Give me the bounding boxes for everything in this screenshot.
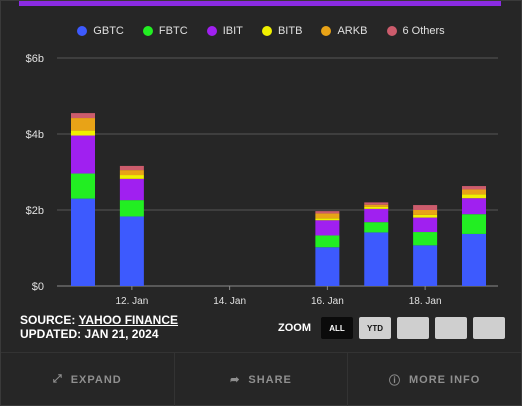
source-prefix: SOURCE: [20,313,79,327]
bar-segment [413,245,438,286]
bar-segment [462,233,486,286]
x-tick-label: 16. Jan [311,296,344,307]
bar-segment [71,130,95,136]
bar-segment [119,165,144,171]
legend-label: GBTC [93,25,124,37]
bar-segment [413,205,438,210]
bar-segment [462,198,486,215]
bar-segment [315,247,340,286]
bar-segment [71,173,95,199]
bar-segment [71,113,95,119]
bar-segment [119,170,144,176]
chart-meta: SOURCE: YAHOO FINANCE UPDATED: JAN 21, 2… [20,313,178,341]
bar-segment [71,198,95,286]
legend-item-fbtc[interactable]: FBTC [142,25,188,37]
y-tick-label: $4b [26,129,44,141]
bar-segment [364,208,389,223]
legend-item-bitb[interactable]: BITB [261,25,303,37]
zoom-range-button[interactable] [397,317,429,339]
zoom-label: ZOOM [278,322,311,334]
bar-segment [364,232,389,286]
legend-swatch [206,26,217,36]
accent-bar [19,1,501,6]
stacked-bar-chart: $0 $2b $4b $6b 12. Jan 14. Jan 16. Jan 18. Jan [26,53,498,307]
bar-segment [413,210,438,215]
bar-segment [315,213,340,219]
bar-segment [462,194,486,199]
legend-label: 6 Others [402,25,445,37]
bar-segment [364,222,389,233]
y-tick-label: $2b [26,205,44,217]
updated-line: UPDATED: JAN 21, 2024 [20,327,159,341]
legend-swatch [77,26,88,36]
bar-segment [119,178,144,201]
expand-button[interactable]: ⤢ EXPAND [1,353,175,406]
zoom-range-button[interactable] [473,317,505,339]
legend: GBTC FBTC IBIT BITB ARKB 6 Others [1,25,521,39]
bar-segment [71,118,95,131]
x-tick-label: 18. Jan [409,296,442,307]
x-tick-label: 14. Jan [213,296,246,307]
source-link[interactable]: YAHOO FINANCE [78,313,179,327]
expand-icon: ⤢ [52,373,63,385]
legend-swatch [142,26,153,36]
more-info-button[interactable]: ⓘ MORE INFO [348,353,521,406]
bar-segment [315,220,340,236]
legend-item-gbtc[interactable]: GBTC [77,25,124,37]
bar-segment [364,204,389,207]
bar-segment [364,206,389,209]
legend-label: ARKB [337,25,368,37]
x-tick-label: 12. Jan [115,296,148,307]
zoom-ytd-button[interactable]: YTD [359,317,391,339]
bar-segment [413,214,438,218]
bar-segment [119,175,144,179]
legend-label: FBTC [158,25,188,37]
bar-segment [462,189,486,195]
share-button[interactable]: ➦ SHARE [175,353,349,406]
legend-label: BITB [277,25,303,37]
y-tick-label: $0 [32,281,44,293]
zoom-controls: ZOOM ALL YTD [278,317,505,339]
bar-segment [413,217,438,233]
bar-segment [364,202,389,205]
more-info-label: MORE INFO [409,373,481,386]
share-icon: ➦ [230,374,241,386]
legend-swatch [386,26,397,36]
bar-segment [315,218,340,221]
zoom-range-button[interactable] [435,317,467,339]
y-tick-label: $6b [26,53,44,65]
legend-item-ibit[interactable]: IBIT [206,25,243,37]
legend-swatch [321,26,332,36]
expand-label: EXPAND [70,373,122,386]
bar-segment [462,186,486,190]
bar-segment [413,232,438,246]
bar-segment [119,200,144,217]
legend-label: IBIT [222,25,243,37]
zoom-all-button[interactable]: ALL [321,317,353,339]
info-icon: ⓘ [389,374,401,387]
legend-swatch [261,26,272,36]
bar-segment [119,216,144,286]
bar-segment [315,211,340,214]
action-bar: ⤢ EXPAND ➦ SHARE ⓘ MORE INFO [1,352,521,406]
bar-segment [315,235,340,248]
share-label: SHARE [248,373,292,386]
legend-item-arkb[interactable]: ARKB [321,25,367,37]
bar-segment [71,135,95,174]
bar-segment [462,214,486,234]
legend-item-others[interactable]: 6 Others [386,25,445,37]
source-line: SOURCE: YAHOO FINANCE [20,313,178,327]
